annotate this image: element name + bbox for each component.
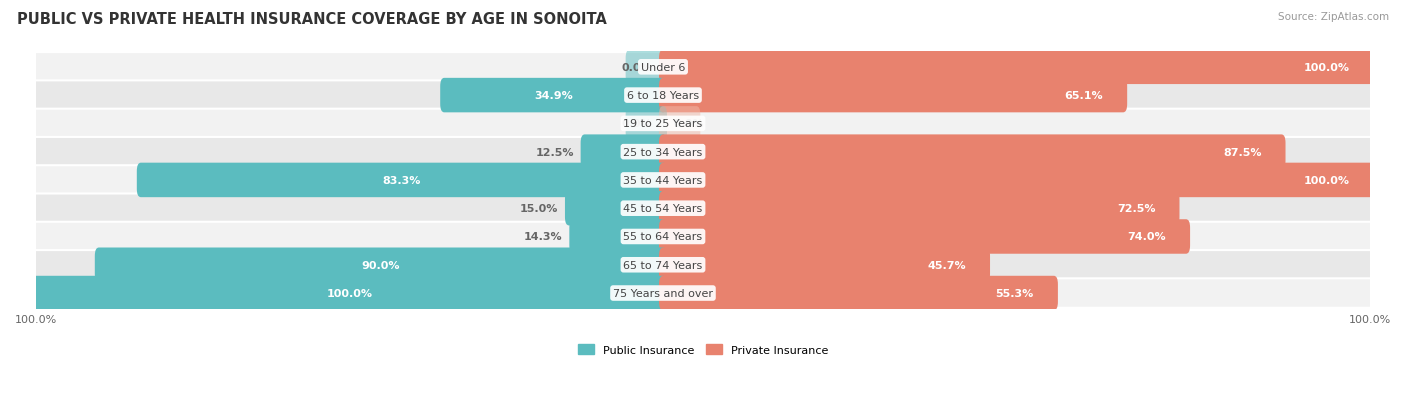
Text: 14.3%: 14.3%: [524, 232, 562, 242]
Text: Under 6: Under 6: [641, 63, 685, 73]
Text: 100.0%: 100.0%: [326, 288, 373, 298]
FancyBboxPatch shape: [569, 220, 666, 254]
Text: 25 to 34 Years: 25 to 34 Years: [623, 147, 703, 157]
Text: 34.9%: 34.9%: [534, 91, 574, 101]
Text: Source: ZipAtlas.com: Source: ZipAtlas.com: [1278, 12, 1389, 22]
FancyBboxPatch shape: [659, 107, 700, 141]
FancyBboxPatch shape: [32, 276, 666, 311]
FancyBboxPatch shape: [659, 248, 990, 282]
FancyBboxPatch shape: [22, 138, 1384, 167]
FancyBboxPatch shape: [22, 194, 1384, 223]
Text: 72.5%: 72.5%: [1116, 204, 1156, 214]
Text: 12.5%: 12.5%: [536, 147, 574, 157]
Text: 75 Years and over: 75 Years and over: [613, 288, 713, 298]
Text: 0.0%: 0.0%: [621, 63, 652, 73]
FancyBboxPatch shape: [659, 220, 1189, 254]
Text: 15.0%: 15.0%: [520, 204, 558, 214]
Text: PUBLIC VS PRIVATE HEALTH INSURANCE COVERAGE BY AGE IN SONOITA: PUBLIC VS PRIVATE HEALTH INSURANCE COVER…: [17, 12, 607, 27]
FancyBboxPatch shape: [22, 222, 1384, 252]
FancyBboxPatch shape: [565, 192, 666, 226]
Legend: Public Insurance, Private Insurance: Public Insurance, Private Insurance: [574, 340, 832, 360]
Text: 6 to 18 Years: 6 to 18 Years: [627, 91, 699, 101]
FancyBboxPatch shape: [659, 78, 1128, 113]
Text: 19 to 25 Years: 19 to 25 Years: [623, 119, 703, 129]
Text: 65 to 74 Years: 65 to 74 Years: [623, 260, 703, 270]
FancyBboxPatch shape: [22, 250, 1384, 280]
FancyBboxPatch shape: [659, 163, 1374, 198]
FancyBboxPatch shape: [22, 109, 1384, 139]
Text: 65.1%: 65.1%: [1064, 91, 1104, 101]
FancyBboxPatch shape: [22, 81, 1384, 111]
Text: 55 to 64 Years: 55 to 64 Years: [623, 232, 703, 242]
Text: 90.0%: 90.0%: [361, 260, 401, 270]
Text: 100.0%: 100.0%: [1303, 63, 1350, 73]
Text: 45.7%: 45.7%: [928, 260, 966, 270]
FancyBboxPatch shape: [136, 163, 666, 198]
Text: 55.3%: 55.3%: [995, 288, 1033, 298]
FancyBboxPatch shape: [22, 166, 1384, 195]
FancyBboxPatch shape: [22, 279, 1384, 308]
FancyBboxPatch shape: [94, 248, 666, 282]
FancyBboxPatch shape: [659, 276, 1057, 311]
FancyBboxPatch shape: [659, 50, 1374, 85]
FancyBboxPatch shape: [626, 107, 666, 141]
Text: 45 to 54 Years: 45 to 54 Years: [623, 204, 703, 214]
Text: 35 to 44 Years: 35 to 44 Years: [623, 176, 703, 185]
FancyBboxPatch shape: [626, 50, 666, 85]
Text: 83.3%: 83.3%: [382, 176, 420, 185]
Text: 87.5%: 87.5%: [1223, 147, 1261, 157]
Text: 0.0%: 0.0%: [621, 119, 652, 129]
Text: 100.0%: 100.0%: [1303, 176, 1350, 185]
FancyBboxPatch shape: [581, 135, 666, 169]
Text: 0.0%: 0.0%: [673, 119, 704, 129]
FancyBboxPatch shape: [22, 53, 1384, 82]
FancyBboxPatch shape: [659, 192, 1180, 226]
Text: 74.0%: 74.0%: [1128, 232, 1166, 242]
FancyBboxPatch shape: [440, 78, 666, 113]
FancyBboxPatch shape: [659, 135, 1285, 169]
